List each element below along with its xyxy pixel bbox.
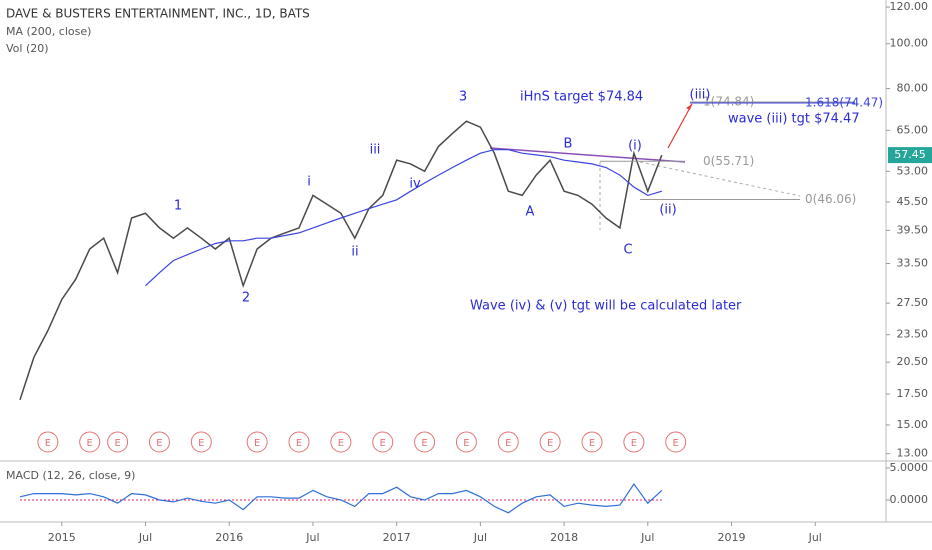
y-tick-label: 33.50 [897,256,929,269]
y-tick-label: 17.50 [897,387,929,400]
y-tick-label: 0.0000 [890,493,929,506]
annotation: 3 [459,90,467,105]
earnings-marker [497,431,519,453]
earnings-marker [414,431,436,453]
arrow [667,103,693,149]
macd-line [19,482,663,514]
earnings-marker [581,431,603,453]
x-tick-label: Jul [640,531,654,544]
y-tick-label: 65.00 [897,123,929,136]
annotation: 2 [242,291,250,306]
annotation: ii [351,245,358,260]
annotation: C [623,243,632,258]
earnings-marker [107,431,129,453]
macd-title: MACD (12, 26, close, 9) [6,469,135,482]
earnings-marker [665,431,687,453]
x-tick-label: 2015 [48,531,76,544]
earnings-label: E [673,438,679,449]
y-tick-label: 45.50 [897,195,929,208]
x-tick-label: Jul [305,531,319,544]
x-tick-label: 2019 [718,531,746,544]
earnings-label: E [156,438,162,449]
earnings-label: E [114,438,120,449]
earnings-label: E [254,438,260,449]
y-tick-label: 27.50 [897,296,929,309]
ma-line [145,149,662,287]
earnings-label: E [198,438,204,449]
annotation: (ii) [659,203,676,218]
price-badge-label: 57.45 [894,148,926,161]
y-tick-label: 120.00 [890,0,929,13]
annotation: 1 [174,199,182,214]
earnings-label: E [87,438,93,449]
earnings-label: E [631,438,637,449]
earnings-marker [288,431,310,453]
earnings-marker [539,431,561,453]
indicator-label: MA (200, close) [6,25,91,38]
level-label: 1.618(74.47) [805,95,883,109]
earnings-label: E [45,438,51,449]
annotation: iii [370,143,381,158]
y-tick-label: 5.0000 [890,461,929,474]
x-tick-label: 2018 [550,531,578,544]
earnings-label: E [547,438,553,449]
earnings-marker [623,431,645,453]
earnings-marker [79,431,101,453]
annotation: i [307,175,311,190]
x-tick-label: Jul [138,531,152,544]
annotation: (i) [628,139,642,154]
chart-title: DAVE & BUSTERS ENTERTAINMENT, INC., 1D, … [6,7,310,21]
arrow-head [686,104,692,110]
level-label: 0(55.71) [703,154,754,168]
trend-line [489,147,686,163]
earnings-marker [372,431,394,453]
earnings-marker [330,431,352,453]
earnings-marker [246,431,268,453]
annotation: Wave (iv) & (v) tgt will be calculated l… [470,299,742,314]
level-label: 0(46.06) [805,192,856,206]
annotation: A [526,205,535,220]
price-line [19,120,663,401]
earnings-label: E [463,438,469,449]
earnings-marker [148,431,170,453]
y-tick-label: 13.00 [897,447,929,460]
y-tick-label: 20.50 [897,355,929,368]
earnings-label: E [296,438,302,449]
earnings-label: E [338,438,344,449]
x-tick-label: Jul [473,531,487,544]
x-tick-label: 2017 [383,531,411,544]
annotation: iv [409,177,421,192]
level-label: 1(74.84) [703,94,754,108]
annotation: iHnS target $74.84 [520,90,643,105]
annotation: B [564,137,573,152]
earnings-label: E [380,438,386,449]
y-tick-label: 53.00 [897,164,929,177]
price-badge [888,147,932,164]
annotation: wave (iii) tgt $74.47 [728,112,860,127]
y-tick-label: 39.50 [897,223,929,236]
earnings-marker [37,431,59,453]
indicator-label: Vol (20) [6,42,49,55]
annotation: (iii) [690,88,711,103]
earnings-label: E [505,438,511,449]
x-tick-label: 2016 [215,531,243,544]
earnings-label: E [421,438,427,449]
y-tick-label: 23.50 [897,328,929,341]
y-tick-label: 80.00 [897,82,929,95]
x-tick-label: Jul [808,531,822,544]
earnings-marker [455,431,477,453]
earnings-label: E [589,438,595,449]
y-tick-label: 100.00 [890,37,929,50]
y-tick-label: 15.00 [897,418,929,431]
earnings-marker [190,431,212,453]
